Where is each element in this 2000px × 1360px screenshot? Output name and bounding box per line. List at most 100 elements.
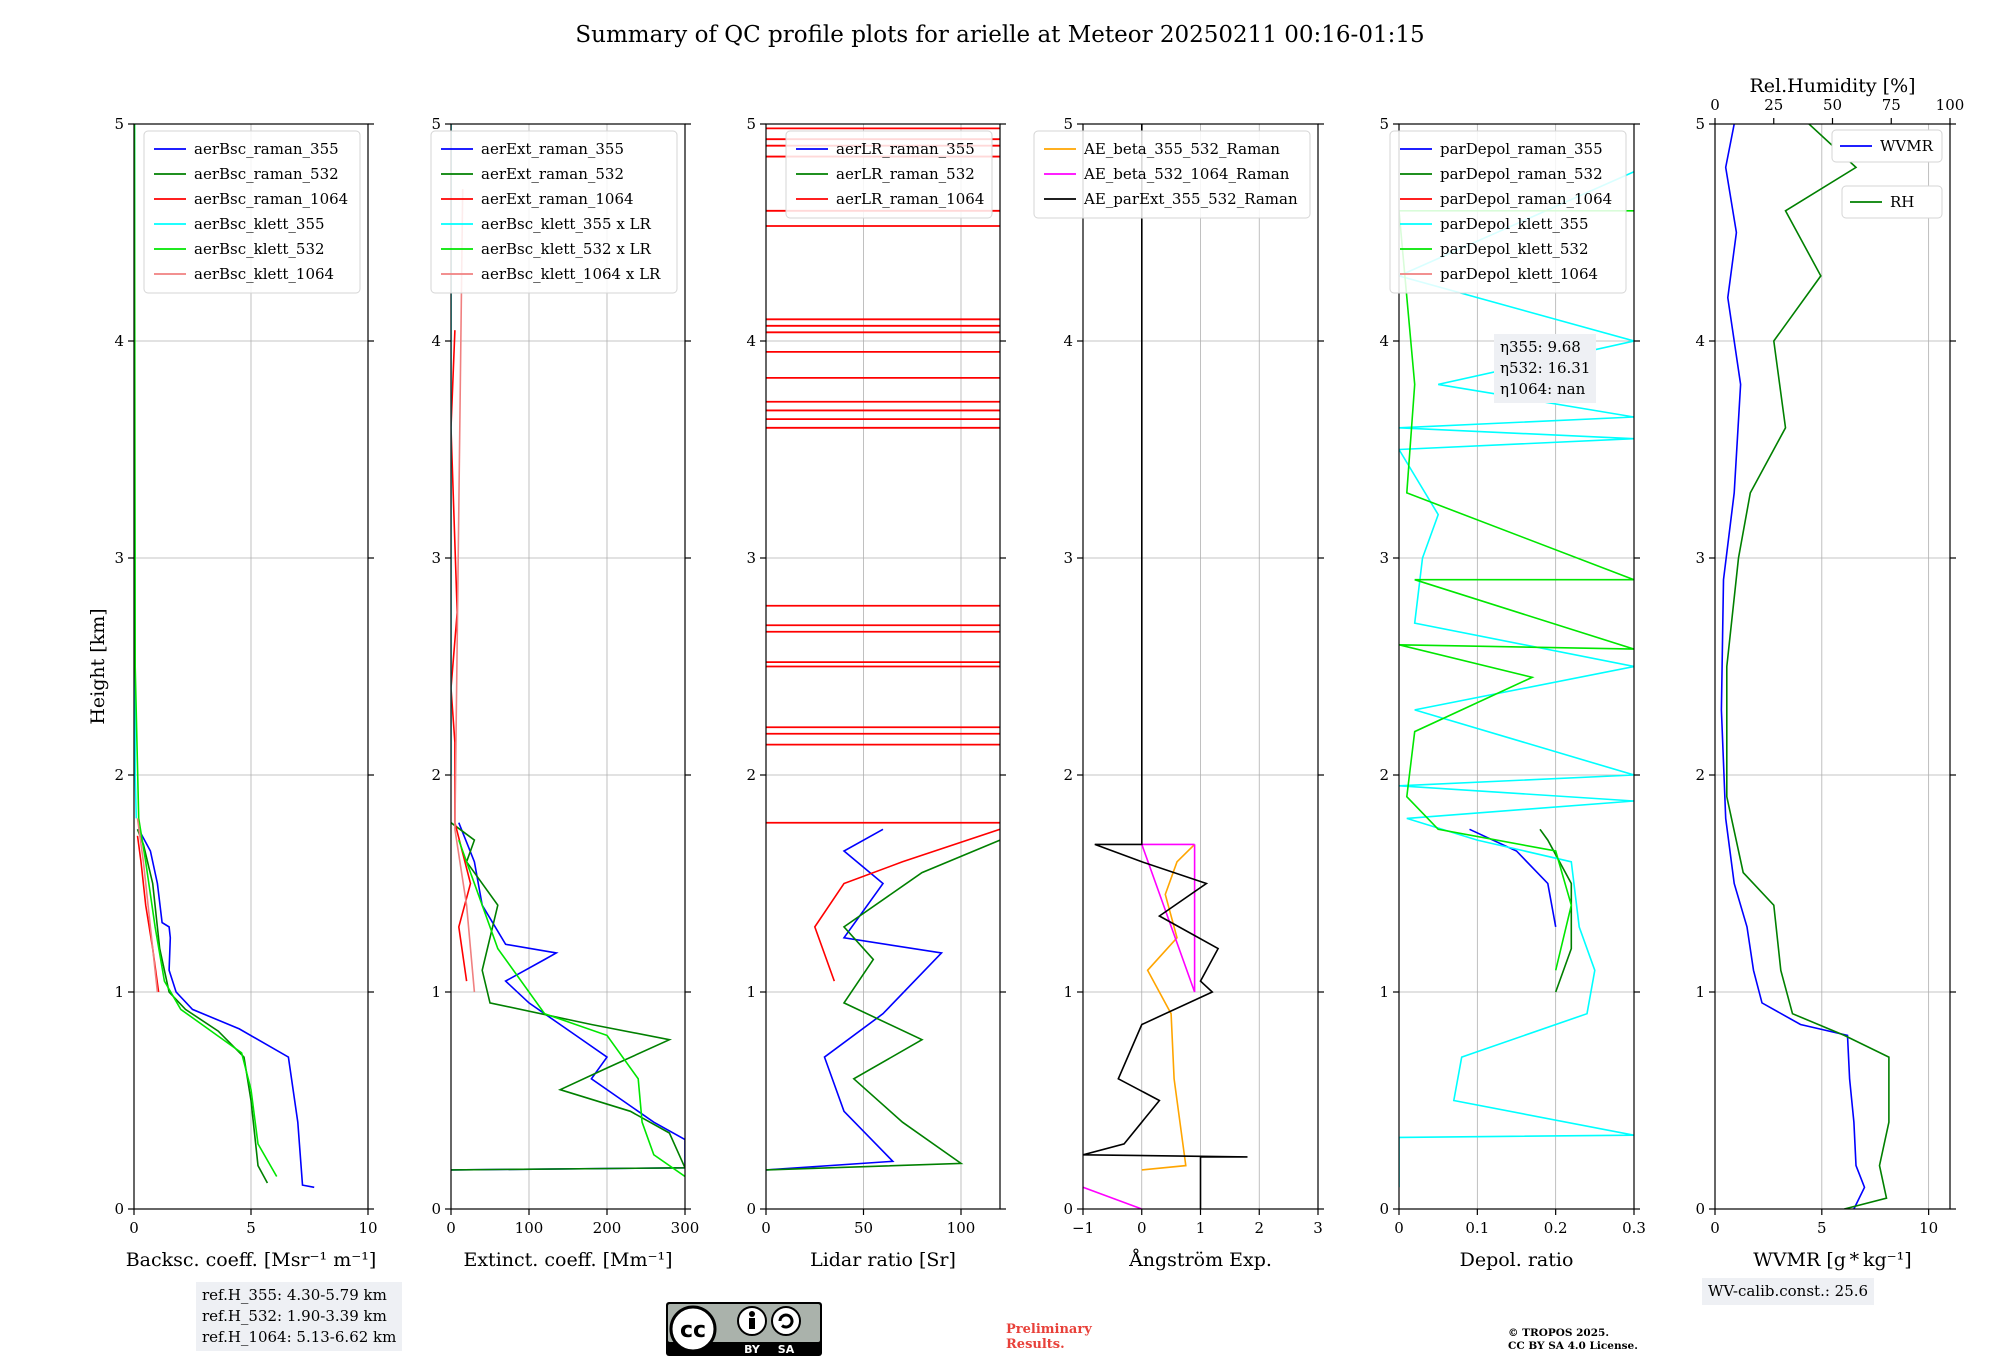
legend-label: parDepol_klett_532 <box>1440 240 1589 258</box>
y-tick-label: 3 <box>1379 549 1389 567</box>
x-tick-label: 300 <box>671 1219 700 1237</box>
legend-label: aerBsc_raman_1064 <box>194 190 348 208</box>
y-tick-label: 5 <box>746 115 756 133</box>
legend-label: aerBsc_klett_355 <box>194 215 325 233</box>
y-tick-label: 3 <box>1695 549 1705 567</box>
legend-box <box>1841 185 1943 219</box>
y-tick-label: 4 <box>1063 332 1073 350</box>
x-tick-label: 0.3 <box>1622 1219 1646 1237</box>
y-tick-label: 3 <box>1063 549 1073 567</box>
y-tick-label: 2 <box>746 766 756 784</box>
x-tick-label: 5 <box>246 1219 256 1237</box>
x-tick-label: 10 <box>1919 1219 1938 1237</box>
series-aerBsc_raman_532 <box>136 829 269 1184</box>
y-tick-label: 3 <box>431 549 441 567</box>
series-aerBsc_klett_532 <box>134 124 278 1177</box>
series-aerExt_raman_1064 <box>451 330 472 982</box>
legend-label: AE_parExt_355_532_Raman <box>1083 190 1298 208</box>
x-axis-label: Backsc. coeff. [Msr⁻¹ m⁻¹] <box>126 1249 377 1271</box>
sa-label: SA <box>778 1343 795 1356</box>
x2-tick-label: 25 <box>1764 96 1783 114</box>
x-tick-label: 0 <box>761 1219 771 1237</box>
legend-label: AE_beta_532_1064_Raman <box>1083 165 1290 183</box>
y-tick-label: 5 <box>1379 115 1389 133</box>
y-tick-label: 1 <box>1379 983 1389 1001</box>
legend-box <box>1033 130 1311 219</box>
y-tick-label: 4 <box>1379 332 1389 350</box>
series-group <box>1083 124 1248 1209</box>
y-tick-label: 0 <box>1063 1200 1073 1218</box>
series-parDepol_raman_355 <box>1469 828 1557 928</box>
legend: aerExt_raman_355 aerExt_raman_532 aerExt_r… <box>430 130 678 294</box>
x-tick-label: 0 <box>129 1219 139 1237</box>
x2-tick-label: 75 <box>1882 96 1901 114</box>
series-AE_beta_532_1064_Raman <box>1083 1186 1143 1209</box>
series-parDepol_raman_532 <box>1539 828 1573 993</box>
x-tick-label: 0.2 <box>1544 1219 1568 1237</box>
x2-tick-label: 100 <box>1936 96 1965 114</box>
series-RH <box>1726 124 1890 1209</box>
x2-tick-label: 0 <box>1710 96 1720 114</box>
y-tick-label: 0 <box>431 1200 441 1218</box>
series-aerBsc_klett_1064 <box>136 818 159 993</box>
x-axis-label: Lidar ratio [Sr] <box>810 1249 956 1271</box>
series-group <box>1720 124 1890 1209</box>
legend-label: WVMR <box>1880 137 1934 155</box>
legend-label: AE_beta_355_532_Raman <box>1083 140 1280 158</box>
ref-height-info: ref.H_355: 4.30-5.79 km ref.H_532: 1.90-… <box>196 1282 403 1351</box>
x-tick-label: 0 <box>1137 1219 1147 1237</box>
y-tick-label: 0 <box>114 1200 124 1218</box>
legend-rh: RH <box>1841 185 1943 219</box>
x-tick-label: 100 <box>947 1219 976 1237</box>
x-axis-label: WVMR [g * kg⁻¹] <box>1753 1249 1911 1271</box>
series-group <box>134 124 315 1189</box>
series-aerExt_raman_355 <box>451 822 685 1171</box>
legend-label: aerBsc_klett_1064 <box>194 265 334 283</box>
y-tick-label: 2 <box>431 766 441 784</box>
legend-label: aerBsc_klett_1064 x LR <box>481 265 661 283</box>
legend-box <box>1389 130 1627 294</box>
legend-label: aerBsc_klett_532 <box>194 240 325 258</box>
legend-box <box>430 130 678 294</box>
series-WVMR <box>1720 124 1866 1209</box>
eta-1064: η1064: nan <box>1500 380 1586 398</box>
axes-frame <box>1714 123 1951 1210</box>
copyright-line-2: CC BY SA 4.0 License. <box>1508 1340 1638 1352</box>
legend-label: parDepol_raman_1064 <box>1440 190 1612 208</box>
y-tick-label: 2 <box>1695 766 1705 784</box>
legend-label: aerLR_raman_355 <box>836 140 975 158</box>
preliminary-line-2: Results. <box>1006 1337 1065 1352</box>
x-tick-label: 2 <box>1254 1219 1264 1237</box>
ref-height-355: ref.H_355: 4.30-5.79 km <box>202 1286 387 1304</box>
legend-label: aerBsc_klett_355 x LR <box>481 215 652 233</box>
legend-box <box>1831 129 1943 163</box>
y-tick-label: 2 <box>114 766 124 784</box>
y-tick-label: 0 <box>1695 1200 1705 1218</box>
legend: aerBsc_raman_355 aerBsc_raman_532 aerBsc_r… <box>143 130 361 294</box>
x-tick-label: 100 <box>515 1219 544 1237</box>
legend-label: aerExt_raman_1064 <box>481 190 634 208</box>
series-parDepol_klett_355 <box>1399 170 1634 1188</box>
series-aerBsc_klett_532 x LR <box>458 839 685 1178</box>
y-tick-label: 5 <box>114 115 124 133</box>
series-AE_beta_355_532_Raman <box>1141 843 1196 1171</box>
y-tick-label: 5 <box>1695 115 1705 133</box>
x-axis-label: Depol. ratio <box>1460 1249 1574 1271</box>
series-group <box>1399 170 1634 1188</box>
axes-frame <box>765 123 1001 1210</box>
legend-label: parDepol_raman_532 <box>1440 165 1603 183</box>
legend-label: aerExt_raman_355 <box>481 140 624 158</box>
panel-bsc: 0 1 2 3 4 5 0 5 10 Backsc. coeff. [Msr⁻¹ m⁻¹] Heig… <box>87 115 378 1271</box>
y-tick-label: 5 <box>431 115 441 133</box>
y-tick-label: 3 <box>746 549 756 567</box>
y-tick-label: 1 <box>1695 983 1705 1001</box>
y-tick-label: 2 <box>1063 766 1073 784</box>
eta-355: η355: 9.68 <box>1500 338 1581 356</box>
y-tick-label: 5 <box>1063 115 1073 133</box>
legend-label: aerLR_raman_532 <box>836 165 975 183</box>
sa-icon <box>771 1306 801 1336</box>
cc-by-sa-logo[interactable]: cc BY SA <box>666 1302 822 1356</box>
y-tick-label: 4 <box>114 332 124 350</box>
